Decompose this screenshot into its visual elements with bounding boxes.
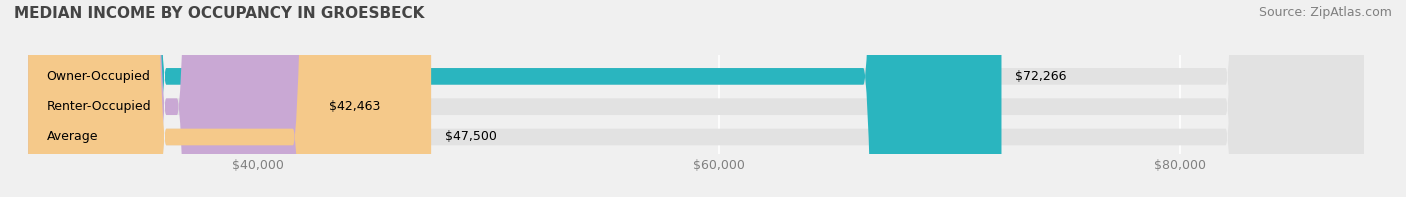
FancyBboxPatch shape [28,0,1001,197]
Text: MEDIAN INCOME BY OCCUPANCY IN GROESBECK: MEDIAN INCOME BY OCCUPANCY IN GROESBECK [14,6,425,21]
FancyBboxPatch shape [28,0,1364,197]
FancyBboxPatch shape [28,0,432,197]
FancyBboxPatch shape [28,0,1364,197]
Text: $47,500: $47,500 [444,130,496,143]
Text: Renter-Occupied: Renter-Occupied [46,100,152,113]
Text: $72,266: $72,266 [1015,70,1067,83]
Text: $42,463: $42,463 [329,100,381,113]
Text: Average: Average [46,130,98,143]
Text: Source: ZipAtlas.com: Source: ZipAtlas.com [1258,6,1392,19]
FancyBboxPatch shape [28,0,1364,197]
Text: Owner-Occupied: Owner-Occupied [46,70,150,83]
FancyBboxPatch shape [28,0,315,197]
